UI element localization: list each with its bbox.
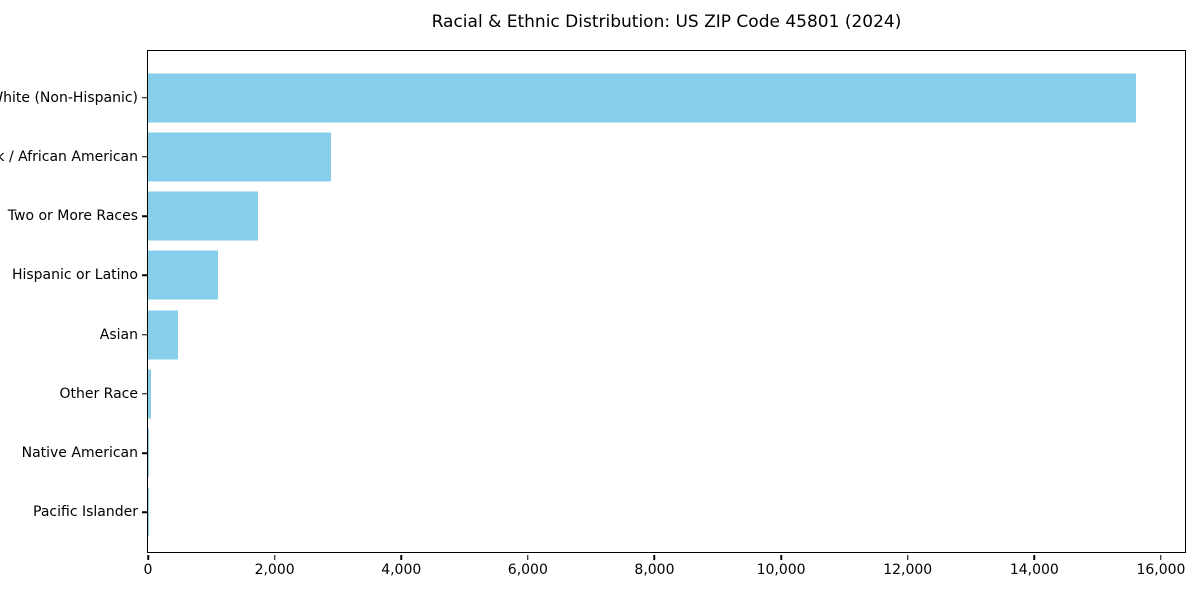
x-axis-tick: [1033, 555, 1036, 560]
x-tick-label: 10,000: [756, 562, 806, 578]
category-label: Hispanic or Latino: [11, 267, 138, 284]
x-tick-label: 0: [143, 562, 153, 578]
x-axis-tick: [653, 555, 656, 560]
category-label: Two or More Races: [7, 208, 138, 225]
x-axis-tick: [906, 555, 909, 560]
y-axis-tick: [141, 96, 147, 99]
x-tick-label: 4,000: [381, 562, 422, 578]
bar: [148, 73, 1136, 123]
bar: [148, 428, 150, 478]
x-tick-label: 14,000: [1009, 562, 1059, 578]
bar-row: Native American: [22, 424, 1185, 483]
x-axis-tick: [273, 555, 276, 560]
x-axis-tick: [527, 555, 529, 560]
y-axis-tick: [141, 511, 147, 514]
x-tick-label: 12,000: [883, 562, 933, 578]
bar-row: Other Race: [59, 364, 1185, 423]
y-axis-tick: [141, 333, 147, 336]
x-axis-tick: [1160, 555, 1162, 560]
bar: [148, 191, 259, 241]
bar-row: Black / African American: [0, 127, 1185, 186]
category-label: Asian: [99, 326, 138, 343]
bar-row: White (Non-Hispanic): [0, 68, 1185, 127]
category-label: Pacific Islander: [33, 504, 138, 521]
y-axis-tick: [141, 393, 147, 395]
bar: [148, 250, 219, 300]
x-axis-tick: [780, 555, 782, 560]
category-label: Black / African American: [0, 148, 138, 165]
bar-row: Two or More Races: [8, 187, 1185, 246]
bar: [148, 369, 152, 419]
x-tick-label: 16,000: [1136, 562, 1186, 578]
plot-area: White (Non-Hispanic) Black / African Amer…: [0, 50, 1186, 578]
category-label: Other Race: [59, 385, 138, 402]
bar-row: Asian: [100, 305, 1185, 364]
x-axis-tick: [400, 555, 402, 560]
x-tick-label: 8,000: [634, 562, 675, 578]
category-label: White (Non-Hispanic): [0, 89, 138, 106]
bar-row: Hispanic or Latino: [12, 246, 1185, 305]
chart-title: Racial & Ethnic Distribution: US ZIP Cod…: [431, 12, 902, 32]
bar-row: Pacific Islander: [33, 483, 1185, 542]
y-axis-tick: [141, 274, 147, 277]
y-axis-tick: [141, 215, 147, 217]
x-tick-label: 2,000: [254, 562, 295, 578]
x-tick-label: 6,000: [507, 562, 548, 578]
bar: [148, 487, 149, 537]
bar: [148, 310, 178, 360]
bar: [148, 132, 331, 182]
x-axis-tick: [147, 555, 149, 560]
y-axis-tick: [141, 156, 147, 158]
y-axis-tick: [141, 452, 147, 454]
category-label: Native American: [21, 445, 138, 462]
